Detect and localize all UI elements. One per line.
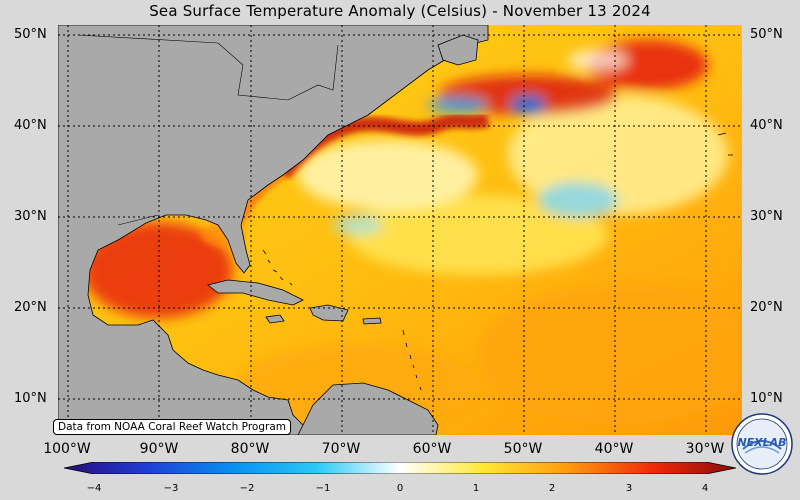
- lon-label-50w: 50°W: [503, 441, 543, 457]
- lat-label-left-30: 30°N: [14, 209, 47, 224]
- cuba-land: [207, 279, 304, 306]
- colorbar: [64, 462, 736, 474]
- colorbar-tick: 0: [396, 483, 404, 494]
- lat-label-right-10: 10°N: [750, 391, 783, 406]
- lat-label-right-20: 20°N: [750, 300, 783, 315]
- lon-label-80w: 80°W: [230, 441, 270, 457]
- lon-label-30w: 30°W: [685, 441, 725, 457]
- nexlab-logo-text: NEXLAB: [737, 436, 786, 449]
- lon-label-100w: 100°W: [43, 441, 91, 457]
- lon-label-90w: 90°W: [139, 441, 179, 457]
- lat-label-left-50: 50°N: [14, 27, 47, 42]
- jamaica-land: [265, 314, 285, 324]
- gulf-of-mexico-warm: [83, 222, 233, 318]
- puerto-rico-land: [362, 317, 382, 325]
- lat-label-right-50: 50°N: [750, 27, 783, 42]
- hispaniola-land: [309, 304, 349, 322]
- colorbar-tick: 4: [701, 483, 709, 494]
- lat-label-left-20: 20°N: [14, 300, 47, 315]
- border-lines: [77, 34, 339, 226]
- colorbar-tick: 1: [472, 483, 480, 494]
- data-credit-label: Data from NOAA Coral Reef Watch Program: [53, 419, 291, 435]
- colorbar-tick: −2: [239, 483, 255, 494]
- colorbar-tick: −1: [315, 483, 331, 494]
- colorbar-tick: −3: [163, 483, 179, 494]
- lat-label-right-30: 30°N: [750, 209, 783, 224]
- lat-label-left-10: 10°N: [14, 391, 47, 406]
- lon-label-70w: 70°W: [321, 441, 361, 457]
- colorbar-tick: 3: [625, 483, 633, 494]
- sst-anomaly-map: [58, 25, 742, 435]
- map-title: Sea Surface Temperature Anomaly (Celsius…: [149, 2, 651, 20]
- north-america-land: [58, 25, 489, 435]
- lon-label-60w: 60°W: [412, 441, 452, 457]
- small-islands: [262, 132, 733, 391]
- land: [58, 25, 489, 435]
- lat-label-right-40: 40°N: [750, 118, 783, 133]
- colorbar-tick: 2: [548, 483, 556, 494]
- lon-label-40w: 40°W: [594, 441, 634, 457]
- lat-label-left-40: 40°N: [14, 118, 47, 133]
- graticule: [58, 25, 742, 435]
- south-america-land: [297, 382, 439, 435]
- colorbar-tick: −4: [86, 483, 102, 494]
- nexlab-logo: NEXLAB: [731, 413, 793, 475]
